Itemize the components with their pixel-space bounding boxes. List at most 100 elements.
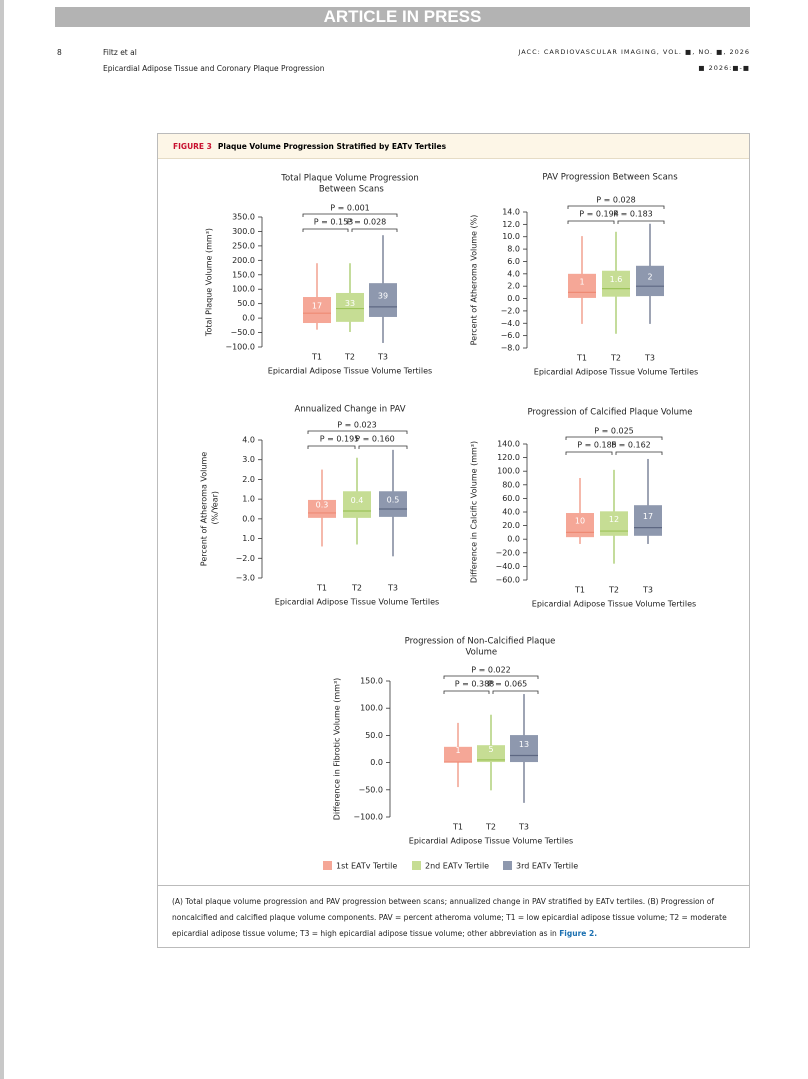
y-tick-label: 350.0 — [232, 213, 255, 222]
y-tick-label: 80.0 — [502, 480, 520, 489]
legend-swatch — [412, 861, 421, 870]
p-bracket — [358, 445, 408, 449]
median-label: 39 — [378, 292, 388, 301]
issue-date: ■ 2026:■-■ — [698, 64, 750, 72]
box — [477, 745, 505, 763]
y-tick-label: −2.0 — [236, 554, 255, 563]
p-value: P = 0.162 — [611, 441, 651, 450]
y-tick-label: 10.0 — [502, 232, 520, 241]
authors: Filtz et al — [103, 48, 137, 57]
x-tick-label: T1 — [574, 586, 585, 595]
p-bracket — [492, 690, 539, 694]
median-label: 1 — [579, 277, 584, 286]
chart-title: Progression of Non-Calcified Plaque Volu… — [405, 636, 556, 657]
y-tick-label: −100.0 — [225, 343, 255, 352]
y-tick-label: 0.0 — [242, 514, 255, 523]
y-tick-label: 140.0 — [497, 440, 520, 449]
y-tick-label: 60.0 — [502, 494, 520, 503]
p-value: P = 0.023 — [337, 421, 377, 430]
p-bracket — [567, 205, 665, 209]
legend-swatch — [503, 861, 512, 870]
median-label: 2 — [647, 272, 652, 281]
y-axis-label: Percent of Atheroma Volume (%) — [470, 215, 479, 346]
figure-title-bar: FIGURE 3 Plaque Volume Progression Strati… — [158, 134, 749, 159]
y-tick-label: 150.0 — [232, 270, 255, 279]
y-tick-label: 2.0 — [507, 282, 520, 291]
figure-box: FIGURE 3 Plaque Volume Progression Strati… — [157, 133, 750, 948]
p-bracket — [565, 436, 663, 440]
box — [602, 270, 630, 297]
chart-title: Total Plaque Volume Progression Between … — [280, 173, 419, 194]
p-bracket — [307, 445, 356, 449]
p-bracket — [302, 213, 398, 217]
p-value: P = 0.195 — [320, 435, 360, 444]
y-tick-label: 8.0 — [507, 245, 520, 254]
y-tick-label: 0.0 — [370, 758, 383, 767]
x-tick-label: T1 — [316, 584, 327, 593]
median-label: 0.4 — [351, 496, 364, 505]
y-tick-label: 1.0 — [242, 495, 255, 504]
box — [343, 491, 371, 518]
page-edge — [0, 0, 4, 1079]
y-tick-label: 100.0 — [497, 467, 520, 476]
y-tick-label: −2.0 — [501, 306, 520, 315]
running-title: Epicardial Adipose Tissue and Coronary P… — [103, 64, 325, 73]
y-tick-label: 14.0 — [502, 208, 520, 217]
p-value: P = 0.028 — [596, 196, 636, 205]
caption: (A) Total plaque volume progression and … — [157, 885, 750, 950]
y-tick-label: 0.0 — [242, 314, 255, 323]
x-tick-label: T2 — [344, 353, 355, 362]
x-tick-label: T1 — [311, 353, 322, 362]
legend-label: 2nd EATv Tertile — [425, 862, 489, 871]
p-bracket — [443, 675, 539, 679]
x-tick-label: T1 — [452, 823, 463, 832]
x-tick-label: T3 — [644, 354, 655, 363]
caption-link[interactable]: Figure 2. — [559, 929, 598, 938]
p-value: P = 0.153 — [314, 218, 354, 227]
y-tick-label: 1.0 — [242, 534, 255, 543]
box — [636, 265, 664, 297]
x-tick-label: T2 — [610, 354, 621, 363]
y-tick-label: −50.0 — [358, 785, 383, 794]
legend-label: 3rd EATv Tertile — [516, 862, 578, 871]
x-axis-label: Epicardial Adipose Tissue Volume Tertile… — [409, 837, 573, 846]
y-tick-label: −100.0 — [353, 813, 383, 822]
median-label: 0.5 — [387, 496, 400, 505]
chart-title: PAV Progression Between Scans — [542, 173, 678, 183]
x-tick-label: T2 — [485, 823, 496, 832]
p-value: P = 0.022 — [471, 666, 511, 675]
y-tick-label: 2.0 — [242, 475, 255, 484]
y-tick-label: 0.0 — [507, 535, 520, 544]
p-value: P = 0.065 — [488, 680, 528, 689]
box — [568, 273, 596, 298]
median-label: 1 — [455, 746, 460, 755]
x-tick-label: T3 — [518, 823, 529, 832]
p-bracket — [302, 228, 349, 232]
y-tick-label: −60.0 — [495, 576, 520, 585]
y-tick-label: −3.0 — [236, 574, 255, 583]
p-value: P = 0.185 — [577, 441, 617, 450]
legend-label: 1st EATv Tertile — [336, 862, 397, 871]
figure-title: Plaque Volume Progression Stratified by … — [217, 142, 447, 151]
chart-title: Annualized Change in PAV — [294, 405, 405, 415]
y-tick-label: 40.0 — [502, 508, 520, 517]
x-tick-label: T3 — [642, 586, 653, 595]
y-tick-label: 250.0 — [232, 241, 255, 250]
median-label: 10 — [575, 517, 585, 526]
x-tick-label: T2 — [351, 584, 362, 593]
y-tick-label: 200.0 — [232, 256, 255, 265]
box — [369, 283, 397, 317]
median-label: 13 — [519, 740, 529, 749]
banner: ARTICLE IN PRESS — [55, 7, 750, 27]
x-tick-label: T3 — [377, 353, 388, 362]
box — [634, 505, 662, 536]
y-tick-label: −8.0 — [501, 344, 520, 353]
box — [600, 511, 628, 536]
p-value: P = 0.025 — [594, 427, 634, 436]
p-bracket — [617, 220, 665, 224]
x-tick-label: T2 — [608, 586, 619, 595]
caption-text: (A) Total plaque volume progression and … — [172, 897, 727, 938]
journal: JACC: CARDIOVASCULAR IMAGING, VOL. ■, NO… — [518, 48, 750, 56]
